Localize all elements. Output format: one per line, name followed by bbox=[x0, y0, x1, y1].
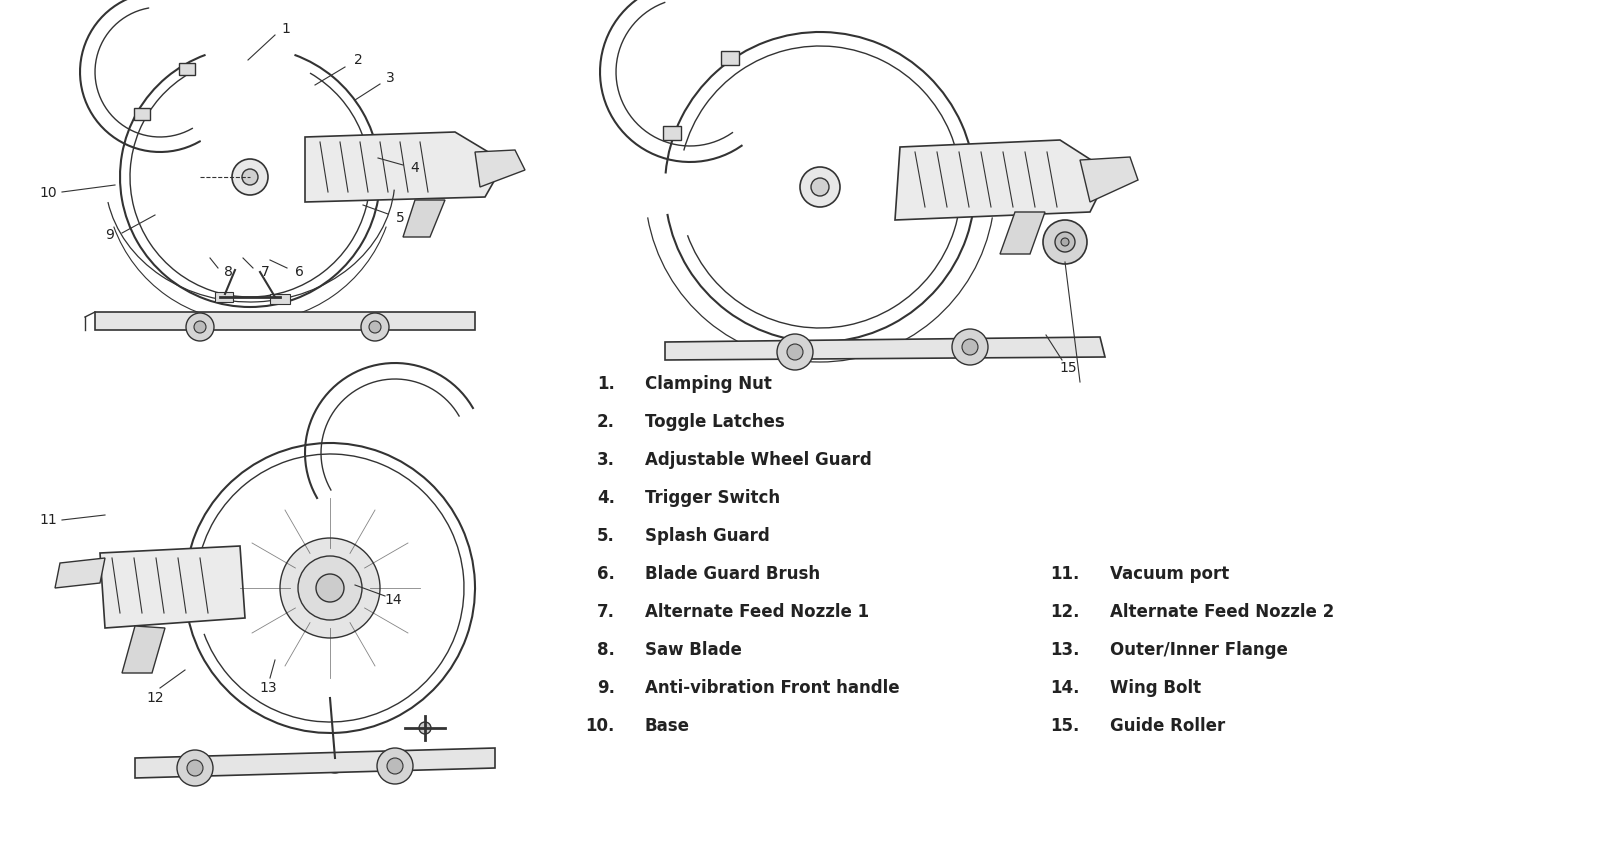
Text: 8: 8 bbox=[224, 265, 232, 279]
Text: Blade Guard Brush: Blade Guard Brush bbox=[645, 565, 821, 583]
Text: 10: 10 bbox=[38, 186, 58, 200]
Polygon shape bbox=[894, 140, 1110, 220]
Text: 4: 4 bbox=[411, 161, 419, 175]
Circle shape bbox=[298, 556, 362, 620]
Text: 3: 3 bbox=[386, 71, 394, 85]
Polygon shape bbox=[403, 200, 445, 237]
Text: 12.: 12. bbox=[1051, 603, 1080, 621]
Circle shape bbox=[778, 334, 813, 370]
Circle shape bbox=[387, 758, 403, 774]
FancyBboxPatch shape bbox=[134, 108, 150, 121]
Text: 2: 2 bbox=[354, 53, 362, 67]
Polygon shape bbox=[94, 312, 475, 330]
Text: Base: Base bbox=[645, 717, 690, 735]
Text: 11.: 11. bbox=[1051, 565, 1080, 583]
Text: 13: 13 bbox=[259, 681, 277, 695]
Circle shape bbox=[962, 339, 978, 355]
Text: Guide Roller: Guide Roller bbox=[1110, 717, 1226, 735]
Bar bbox=[270, 294, 290, 304]
Text: Alternate Feed Nozzle 1: Alternate Feed Nozzle 1 bbox=[645, 603, 869, 621]
Text: 5.: 5. bbox=[597, 527, 614, 545]
Text: 5: 5 bbox=[395, 211, 405, 225]
Polygon shape bbox=[1080, 157, 1138, 202]
Polygon shape bbox=[134, 748, 494, 778]
Circle shape bbox=[419, 722, 430, 734]
Text: Wing Bolt: Wing Bolt bbox=[1110, 679, 1202, 697]
Text: Clamping Nut: Clamping Nut bbox=[645, 375, 771, 393]
Circle shape bbox=[242, 169, 258, 185]
Polygon shape bbox=[1000, 212, 1045, 254]
Circle shape bbox=[787, 344, 803, 360]
Text: 8.: 8. bbox=[597, 641, 614, 659]
Text: Anti-vibration Front handle: Anti-vibration Front handle bbox=[645, 679, 899, 697]
Text: 4.: 4. bbox=[597, 489, 614, 507]
Circle shape bbox=[370, 321, 381, 333]
Text: 13.: 13. bbox=[1051, 641, 1080, 659]
Text: Adjustable Wheel Guard: Adjustable Wheel Guard bbox=[645, 451, 872, 469]
Polygon shape bbox=[475, 150, 525, 187]
Text: 15: 15 bbox=[1059, 361, 1077, 375]
Text: 1.: 1. bbox=[597, 375, 614, 393]
Text: Alternate Feed Nozzle 2: Alternate Feed Nozzle 2 bbox=[1110, 603, 1334, 621]
Text: 6: 6 bbox=[294, 265, 304, 279]
Text: 2.: 2. bbox=[597, 413, 614, 431]
Text: Toggle Latches: Toggle Latches bbox=[645, 413, 784, 431]
Text: Outer/Inner Flange: Outer/Inner Flange bbox=[1110, 641, 1288, 659]
Bar bbox=[214, 292, 234, 302]
Circle shape bbox=[1061, 238, 1069, 246]
Text: 6.: 6. bbox=[597, 565, 614, 583]
Text: 7: 7 bbox=[261, 265, 269, 279]
Circle shape bbox=[280, 538, 381, 638]
Polygon shape bbox=[666, 337, 1106, 360]
Text: 14: 14 bbox=[384, 593, 402, 607]
Polygon shape bbox=[54, 558, 106, 588]
Circle shape bbox=[232, 159, 269, 195]
Text: 12: 12 bbox=[146, 691, 163, 705]
Circle shape bbox=[187, 760, 203, 776]
Text: Saw Blade: Saw Blade bbox=[645, 641, 742, 659]
Text: Trigger Switch: Trigger Switch bbox=[645, 489, 781, 507]
FancyBboxPatch shape bbox=[722, 51, 739, 65]
Circle shape bbox=[378, 748, 413, 784]
Text: Vacuum port: Vacuum port bbox=[1110, 565, 1229, 583]
Circle shape bbox=[317, 574, 344, 602]
Circle shape bbox=[1054, 232, 1075, 252]
Text: 10.: 10. bbox=[586, 717, 614, 735]
Circle shape bbox=[325, 753, 346, 773]
Circle shape bbox=[952, 329, 989, 365]
Circle shape bbox=[186, 313, 214, 341]
Circle shape bbox=[194, 321, 206, 333]
Circle shape bbox=[811, 178, 829, 196]
Text: 1: 1 bbox=[282, 22, 291, 36]
Text: 11: 11 bbox=[38, 513, 58, 527]
Circle shape bbox=[800, 167, 840, 207]
Circle shape bbox=[178, 750, 213, 786]
Polygon shape bbox=[306, 132, 506, 202]
Text: 15.: 15. bbox=[1051, 717, 1080, 735]
Text: 9: 9 bbox=[106, 228, 115, 242]
Text: 3.: 3. bbox=[597, 451, 614, 469]
Text: 7.: 7. bbox=[597, 603, 614, 621]
Text: Splash Guard: Splash Guard bbox=[645, 527, 770, 545]
FancyBboxPatch shape bbox=[664, 127, 682, 141]
Text: 14.: 14. bbox=[1051, 679, 1080, 697]
Polygon shape bbox=[122, 626, 165, 673]
Circle shape bbox=[1043, 220, 1086, 264]
Circle shape bbox=[362, 313, 389, 341]
Polygon shape bbox=[99, 546, 245, 628]
FancyBboxPatch shape bbox=[179, 62, 195, 75]
Text: 9.: 9. bbox=[597, 679, 614, 697]
